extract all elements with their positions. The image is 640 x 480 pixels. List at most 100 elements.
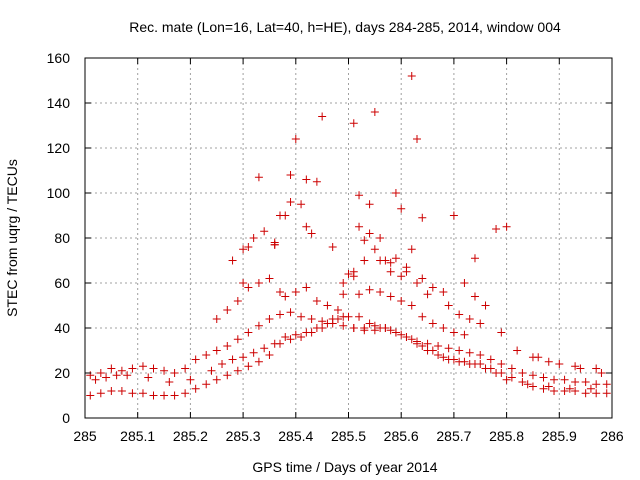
data-point (497, 360, 506, 368)
data-point (460, 279, 469, 287)
x-tick-label: 285.2 (173, 428, 208, 444)
data-point (244, 243, 253, 251)
data-point (560, 375, 569, 384)
data-point (149, 364, 158, 373)
data-point (265, 351, 274, 359)
data-point (254, 279, 263, 287)
data-point (571, 362, 580, 371)
data-point (191, 355, 200, 364)
data-point (365, 319, 374, 328)
data-point (86, 391, 95, 400)
data-point (544, 382, 553, 391)
grid-lines (85, 58, 612, 418)
data-point (481, 301, 490, 310)
data-point (270, 240, 279, 249)
data-point (160, 391, 169, 400)
data-point (370, 326, 379, 335)
data-point (349, 119, 358, 128)
data-point (312, 324, 321, 332)
y-tick-label: 20 (54, 365, 70, 381)
data-point (492, 369, 501, 377)
data-point (91, 375, 100, 384)
data-point (576, 364, 585, 373)
data-point (102, 373, 111, 382)
data-point (365, 285, 374, 294)
y-tick-label: 160 (47, 50, 71, 66)
data-point (323, 301, 332, 310)
data-point (523, 380, 532, 389)
x-tick-label: 285.8 (489, 428, 524, 444)
y-tick-label: 40 (54, 320, 70, 336)
data-point (386, 258, 395, 267)
data-point (291, 135, 300, 143)
data-point (376, 288, 385, 296)
data-point (138, 362, 147, 371)
data-point (202, 351, 211, 359)
data-point (275, 310, 284, 319)
data-point (291, 288, 300, 296)
data-point (244, 328, 253, 337)
data-point (328, 243, 337, 251)
data-point (265, 274, 274, 283)
data-point (265, 315, 274, 323)
data-point (117, 387, 126, 395)
data-point (286, 335, 295, 344)
data-point (107, 364, 116, 373)
data-point (528, 371, 537, 380)
data-point (428, 346, 437, 355)
data-point (212, 315, 221, 323)
data-point (249, 348, 258, 357)
data-point (318, 317, 327, 326)
y-tick-label: 80 (54, 230, 70, 246)
data-point (344, 270, 353, 278)
data-point (360, 256, 369, 265)
data-point (560, 387, 569, 395)
data-point (513, 346, 522, 355)
data-point (260, 227, 269, 236)
data-point (355, 191, 364, 200)
data-point (281, 292, 290, 301)
data-point (186, 375, 195, 384)
data-point (254, 321, 263, 330)
data-point (407, 301, 416, 310)
data-point (212, 375, 221, 384)
data-point (323, 319, 332, 328)
data-point (191, 384, 200, 393)
data-point (581, 378, 590, 386)
data-point (360, 326, 369, 335)
data-point (228, 355, 237, 364)
data-point (439, 288, 448, 296)
data-point (254, 173, 263, 182)
data-point (528, 382, 537, 391)
data-point (455, 310, 464, 319)
data-point (413, 339, 422, 348)
data-point (360, 236, 369, 245)
data-point (402, 263, 411, 272)
data-point (550, 375, 559, 384)
data-point (565, 384, 574, 393)
data-points (86, 72, 611, 400)
data-point (355, 222, 364, 231)
data-point (117, 366, 126, 375)
data-point (386, 267, 395, 276)
data-point (434, 342, 443, 350)
data-point (507, 364, 516, 373)
data-point (312, 297, 321, 305)
data-point (413, 279, 422, 287)
data-point (592, 364, 601, 373)
data-point (439, 353, 448, 362)
data-point (138, 389, 147, 398)
data-point (307, 315, 316, 323)
data-point (128, 364, 137, 373)
data-point (286, 308, 295, 317)
data-point (571, 378, 580, 386)
data-point (460, 330, 469, 339)
data-point (355, 312, 364, 321)
data-point (449, 211, 458, 220)
data-point (339, 279, 348, 287)
data-point (297, 312, 306, 321)
data-point (355, 290, 364, 299)
data-point (218, 360, 227, 368)
data-point (281, 333, 290, 341)
